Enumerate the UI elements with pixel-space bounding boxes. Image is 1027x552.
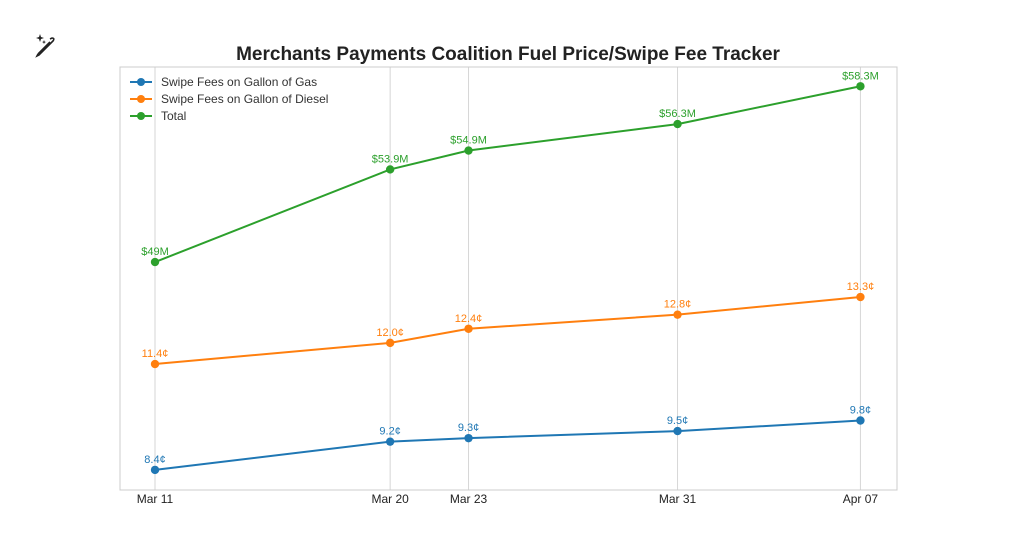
x-tick-label: Mar 11 (137, 492, 174, 506)
data-label: 9.8¢ (850, 404, 871, 416)
series-line (154, 419, 861, 471)
data-point (150, 465, 160, 475)
data-label: 13.3¢ (847, 281, 875, 293)
data-label: 12.0¢ (376, 327, 404, 339)
series-0: 8.4¢ 9.2¢ 9.3¢ 9.5¢ 9.8¢ (144, 404, 871, 475)
chart-title: Merchants Payments Coalition Fuel Price/… (236, 44, 780, 65)
data-point (385, 338, 395, 348)
legend-marker (137, 95, 145, 103)
x-tick-label: Mar 23 (450, 492, 488, 506)
data-label: $58.3M (842, 70, 879, 82)
series-1: 11.4¢ 12.0¢ 12.4¢ 12.8¢ 13.3¢ (142, 281, 875, 369)
data-point (464, 324, 473, 333)
data-point (673, 119, 682, 129)
data-point (464, 146, 473, 155)
data-label: $56.3M (659, 108, 696, 120)
legend-item: Swipe Fees on Gallon of Gas (130, 75, 317, 89)
data-point (385, 437, 395, 446)
data-label: 8.4¢ (144, 454, 165, 466)
data-point (385, 165, 395, 174)
data-label: $53.9M (372, 153, 409, 165)
data-point (673, 426, 682, 436)
data-point (856, 82, 865, 91)
data-label: 9.5¢ (667, 415, 688, 427)
data-point (464, 433, 473, 443)
plot-frame (119, 66, 898, 491)
legend-label: Swipe Fees on Gallon of Diesel (161, 92, 328, 106)
data-point (856, 292, 865, 302)
data-label: 9.3¢ (458, 422, 479, 434)
series-line (154, 296, 861, 366)
magic-wand-sparkle-icon[interactable] (33, 32, 59, 58)
data-label: 9.2¢ (379, 426, 400, 438)
x-tick-label: Mar 31 (659, 492, 697, 506)
data-label: 11.4¢ (142, 348, 169, 360)
legend-marker (137, 78, 145, 86)
legend-marker (137, 112, 145, 120)
x-tick-label: Apr 07 (843, 492, 879, 506)
data-point (856, 416, 865, 425)
data-label: 12.8¢ (664, 299, 692, 311)
data-point (150, 257, 160, 267)
data-label: $49M (141, 246, 169, 258)
legend-item: Swipe Fees on Gallon of Diesel (130, 92, 328, 106)
legend-item: Total (130, 109, 186, 123)
legend-label: Swipe Fees on Gallon of Gas (161, 75, 317, 89)
x-tick-label: Mar 20 (371, 492, 409, 506)
data-label: 12.4¢ (455, 313, 483, 325)
legend: Swipe Fees on Gallon of Gas Swipe Fees on… (130, 75, 328, 123)
series-line (154, 85, 861, 263)
data-label: $54.9M (450, 135, 487, 147)
legend-label: Total (161, 109, 186, 123)
series-2: $49M $53.9M $54.9M $56.3M $58.3M (141, 70, 879, 267)
data-point (150, 359, 160, 369)
data-point (673, 310, 682, 319)
